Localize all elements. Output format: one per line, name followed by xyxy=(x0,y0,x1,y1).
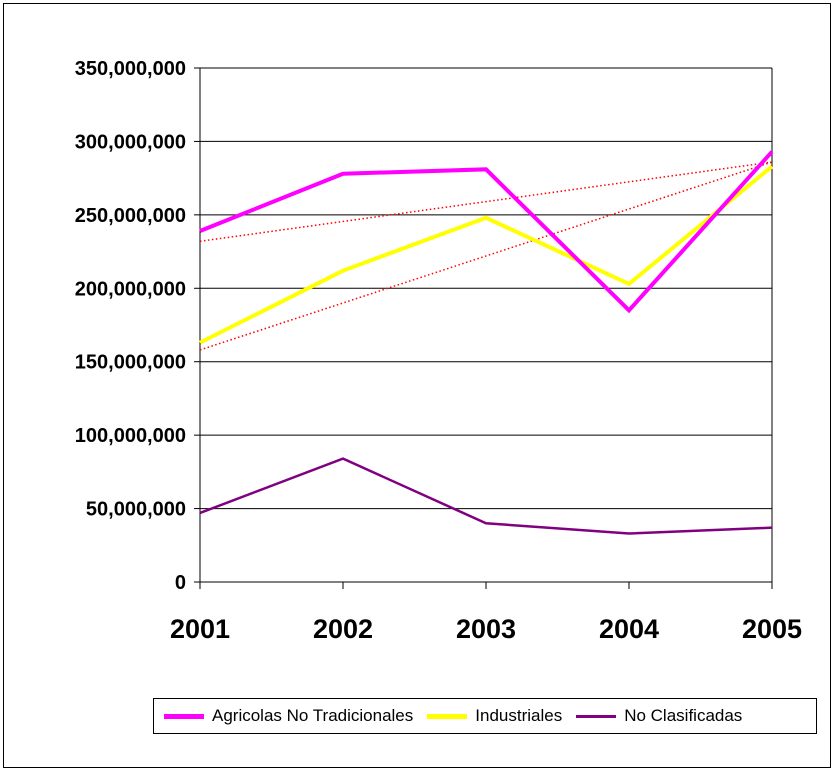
y-tick-label: 350,000,000 xyxy=(75,58,186,80)
x-axis-tick-labels: 2001 2002 2003 2004 2005 xyxy=(170,614,802,644)
axes xyxy=(194,67,773,589)
y-tick-label: 150,000,000 xyxy=(75,352,186,374)
legend-label: No Clasificadas xyxy=(624,706,743,725)
series-line-agricolas-no-tradicionales xyxy=(199,150,774,314)
x-tick-label: 2003 xyxy=(456,614,516,644)
series-lines xyxy=(199,150,774,535)
y-axis-tick-labels: 0 50,000,000 100,000,000 150,000,000 200,000… xyxy=(75,58,186,594)
legend-swatch xyxy=(427,713,468,719)
x-tick-label: 2005 xyxy=(742,614,802,644)
trendline xyxy=(199,161,773,351)
legend-item: No Clasificadas xyxy=(576,706,742,726)
y-tick-label: 250,000,000 xyxy=(75,205,186,227)
legend-item: Agricolas No Tradicionales xyxy=(164,706,413,726)
legend-swatch xyxy=(164,713,204,719)
legend-label: Industriales xyxy=(475,706,563,725)
legend-swatch xyxy=(576,714,617,718)
y-tick-label: 100,000,000 xyxy=(75,425,186,447)
series-line-industriales xyxy=(199,164,774,345)
series-line-no-clasificadas xyxy=(199,457,773,535)
legend: Agricolas No Tradicionales Industriales No… xyxy=(153,698,817,734)
trendline xyxy=(199,161,773,243)
y-tick-label: 0 xyxy=(175,572,186,594)
y-tick-label: 50,000,000 xyxy=(86,499,186,521)
legend-label: Agricolas No Tradicionales xyxy=(212,706,414,725)
chart-frame xyxy=(3,3,831,768)
x-tick-label: 2002 xyxy=(313,614,373,644)
x-tick-label: 2001 xyxy=(170,614,230,644)
gridlines xyxy=(200,67,772,510)
legend-item: Industriales xyxy=(427,706,562,726)
y-tick-label: 200,000,000 xyxy=(75,278,186,300)
trendlines xyxy=(199,161,773,351)
x-tick-label: 2004 xyxy=(599,614,659,644)
y-tick-label: 300,000,000 xyxy=(75,131,186,153)
